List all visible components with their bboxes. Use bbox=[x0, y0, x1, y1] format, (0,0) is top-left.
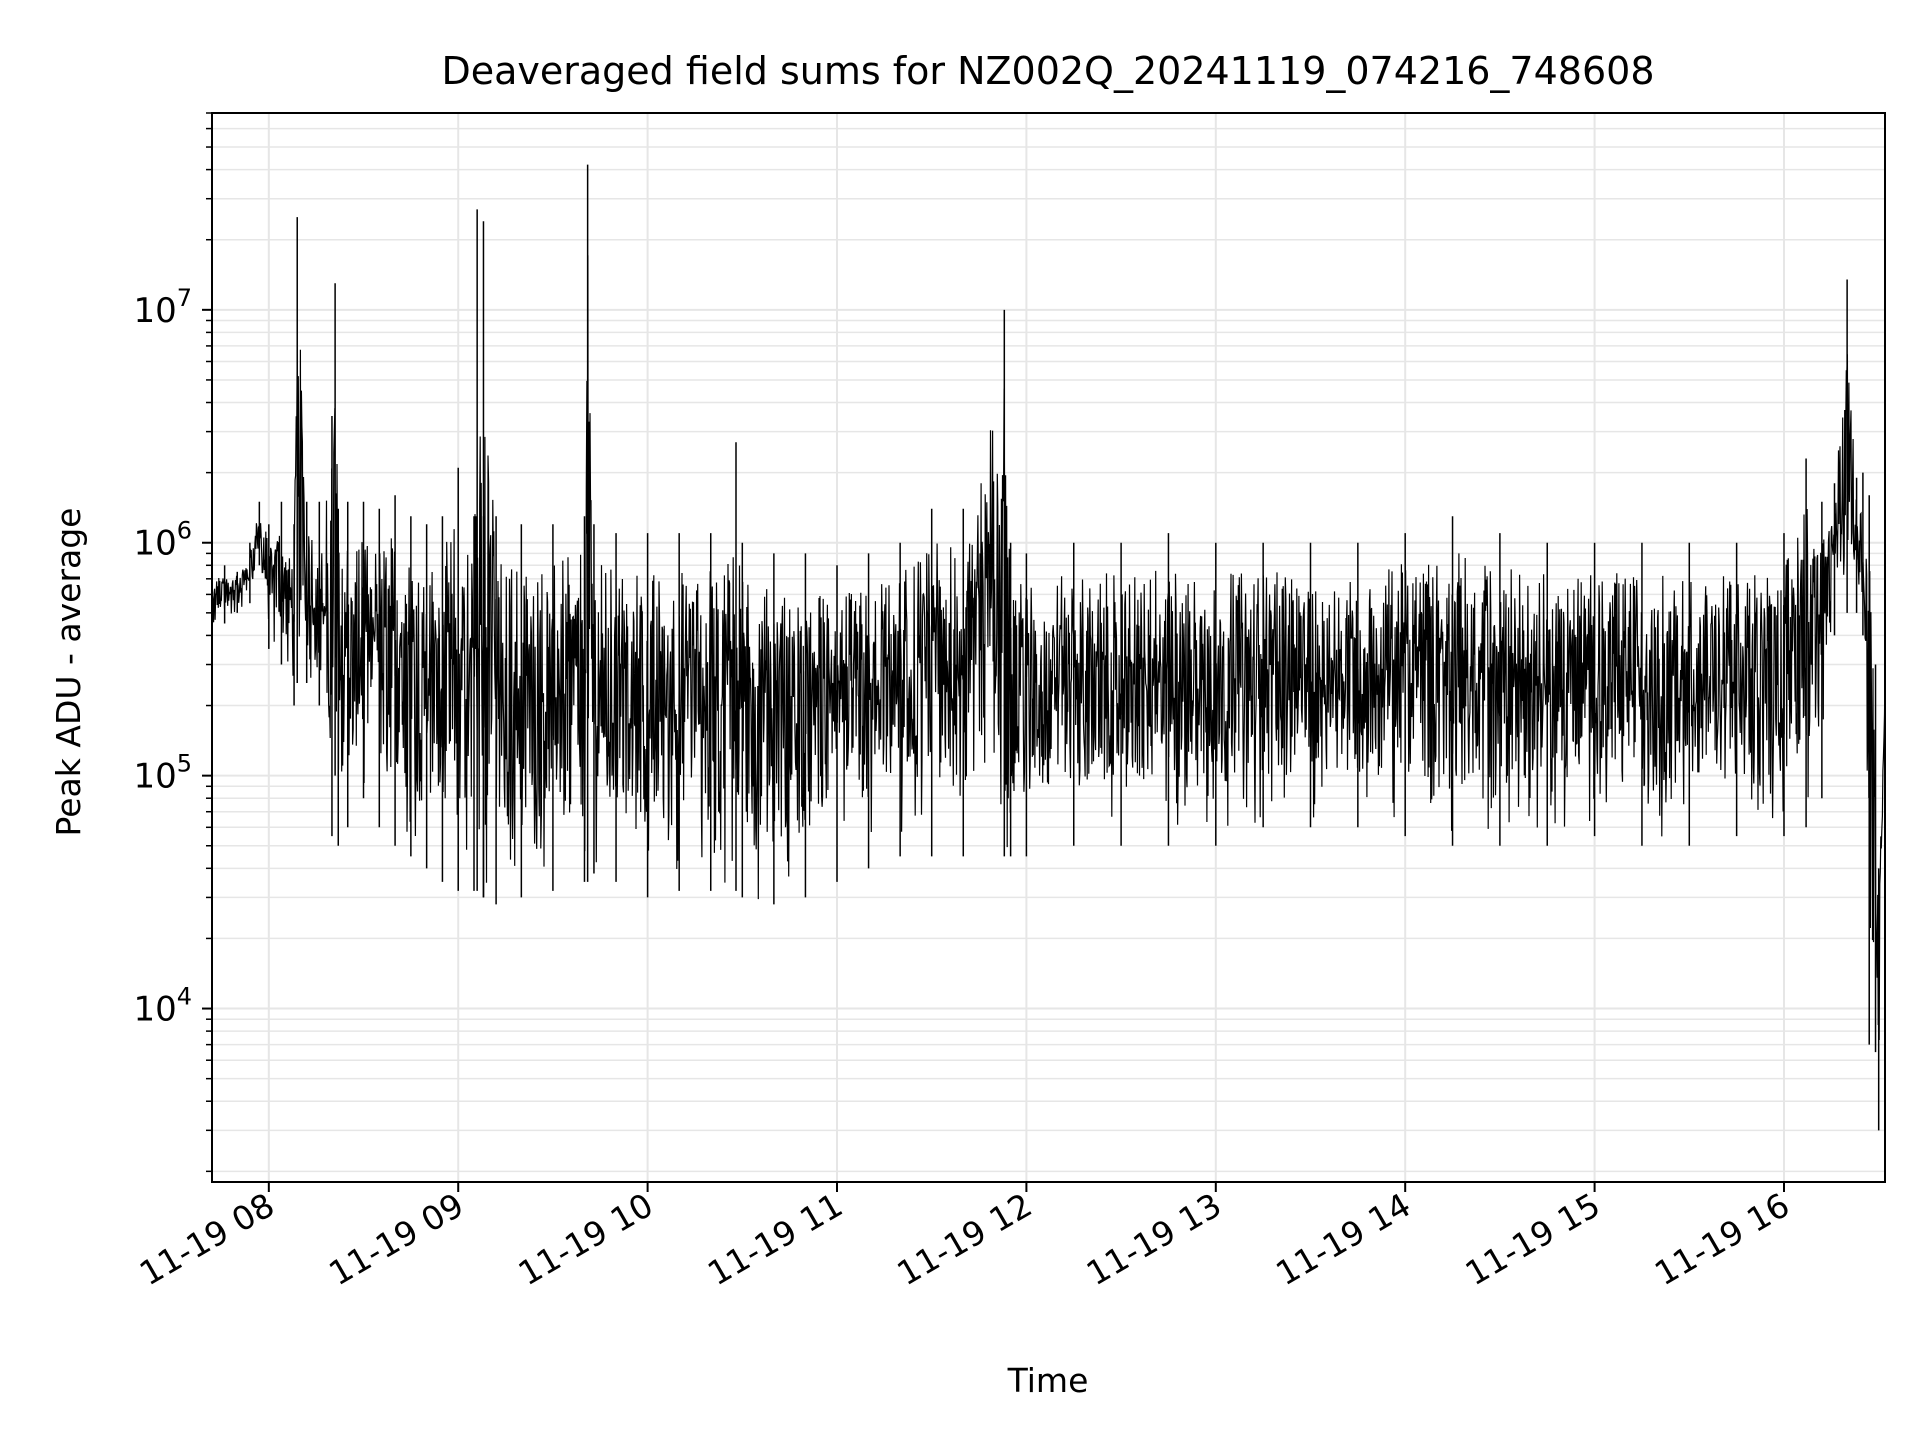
x-tick-label: 11-19 10 bbox=[512, 1185, 660, 1293]
x-tick-label: 11-19 14 bbox=[1269, 1185, 1417, 1293]
y-axis-label: Peak ADU - average bbox=[49, 508, 88, 837]
x-tick-label: 11-19 09 bbox=[322, 1185, 470, 1293]
y-tick-label: 104 bbox=[133, 983, 192, 1030]
chart-title: Deaveraged field sums for NZ002Q_2024111… bbox=[441, 49, 1654, 93]
data-line bbox=[211, 255, 1886, 1041]
x-tick-label: 11-19 13 bbox=[1080, 1185, 1228, 1293]
x-tick-label: 11-19 16 bbox=[1648, 1185, 1796, 1293]
y-tick-label: 105 bbox=[133, 750, 192, 797]
x-tick-label: 11-19 11 bbox=[701, 1185, 849, 1293]
series-line bbox=[211, 164, 1886, 1131]
x-tick-label: 11-19 12 bbox=[890, 1185, 1038, 1293]
y-tick-label: 106 bbox=[133, 517, 192, 564]
x-axis-label: Time bbox=[1007, 1361, 1089, 1400]
x-axis-ticks: 11-19 08 11-19 09 11-19 10 11-19 11 11-19 12… bbox=[133, 1182, 1796, 1293]
y-tick-label: 107 bbox=[133, 284, 192, 331]
x-tick-label: 11-19 15 bbox=[1459, 1185, 1607, 1293]
plot-frame bbox=[211, 112, 1886, 1183]
x-tick-label: 11-19 08 bbox=[133, 1185, 281, 1293]
y-axis-ticks: 104 105 106 107 bbox=[133, 112, 212, 1173]
